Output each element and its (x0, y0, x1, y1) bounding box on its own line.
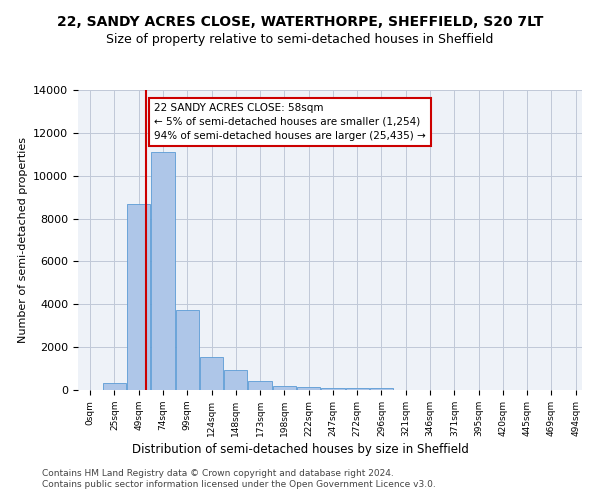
Text: Contains HM Land Registry data © Crown copyright and database right 2024.: Contains HM Land Registry data © Crown c… (42, 468, 394, 477)
Bar (224, 370, 247, 390)
Bar (151, 152, 175, 390)
Y-axis label: Number of semi-detached properties: Number of semi-detached properties (17, 137, 28, 343)
Bar (370, 388, 393, 390)
Text: Distribution of semi-detached houses by size in Sheffield: Distribution of semi-detached houses by … (131, 442, 469, 456)
Bar (297, 386, 320, 390)
Bar (346, 388, 369, 390)
Bar (321, 388, 344, 390)
Bar (103, 382, 126, 390)
Bar (200, 357, 223, 390)
Bar (248, 382, 272, 390)
Bar (176, 310, 199, 390)
Bar (127, 204, 151, 390)
Bar (273, 386, 296, 390)
Text: Size of property relative to semi-detached houses in Sheffield: Size of property relative to semi-detach… (106, 32, 494, 46)
Text: Contains public sector information licensed under the Open Government Licence v3: Contains public sector information licen… (42, 480, 436, 489)
Text: 22 SANDY ACRES CLOSE: 58sqm
← 5% of semi-detached houses are smaller (1,254)
94%: 22 SANDY ACRES CLOSE: 58sqm ← 5% of semi… (154, 103, 426, 141)
Text: 22, SANDY ACRES CLOSE, WATERTHORPE, SHEFFIELD, S20 7LT: 22, SANDY ACRES CLOSE, WATERTHORPE, SHEF… (57, 15, 543, 29)
